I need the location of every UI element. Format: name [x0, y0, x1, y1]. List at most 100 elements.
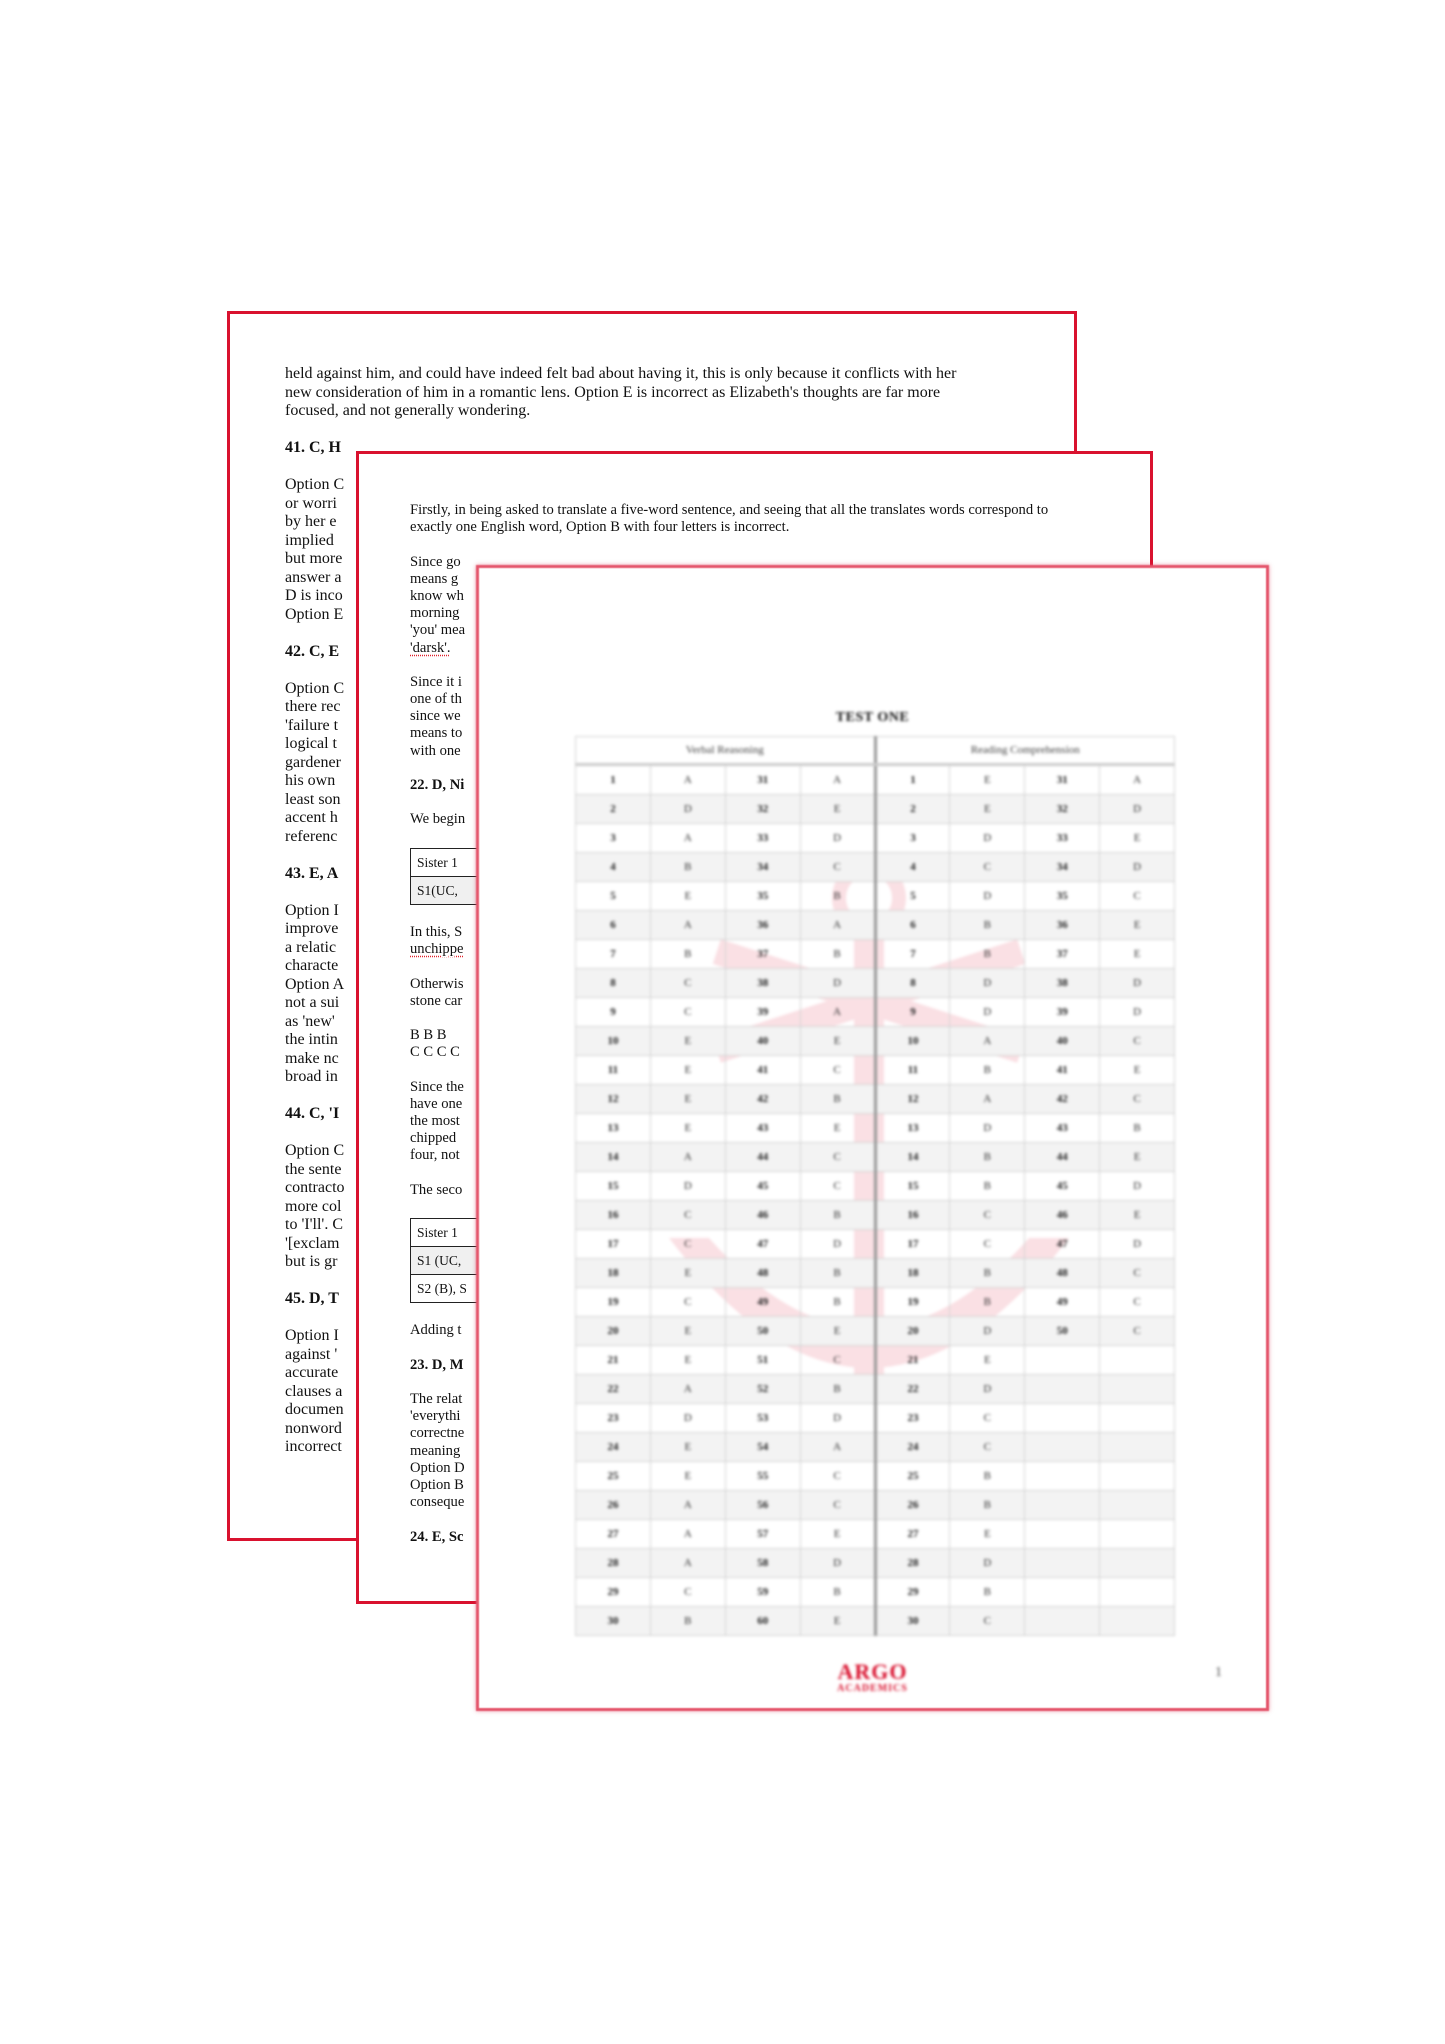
question-heading: 44. C, 'I	[285, 1105, 340, 1122]
question-number: 31	[724, 764, 801, 795]
answer-letter: D	[949, 1316, 1026, 1346]
question-number: 33	[1024, 823, 1101, 853]
question-number: 25	[873, 1461, 951, 1491]
text-line: means to	[410, 725, 463, 742]
answer-letter: E	[649, 1345, 726, 1375]
paragraph: Since it i one of th since we means to with …	[410, 674, 1130, 760]
question-number	[1024, 1432, 1101, 1462]
answer-letter: D	[799, 823, 876, 853]
answer-letter: C	[949, 1229, 1026, 1259]
question-number	[1024, 1519, 1101, 1549]
answer-letter: E	[649, 1461, 726, 1491]
question-number: 28	[873, 1548, 951, 1578]
question-number	[1024, 1345, 1101, 1375]
question-number: 15	[873, 1171, 951, 1201]
answer-letter: E	[649, 1258, 726, 1288]
answer-row: 19 C 49 B 19 B 49 C	[575, 1287, 1175, 1317]
question-number: 51	[724, 1345, 801, 1375]
answer-letter	[1099, 1403, 1175, 1433]
question-number: 7	[873, 939, 951, 969]
question-number: 16	[873, 1200, 951, 1230]
answer-letter: A	[649, 910, 726, 940]
question-number: 39	[1024, 997, 1101, 1027]
text-line: The relat	[410, 1391, 463, 1408]
text-line: not a sui	[285, 994, 340, 1011]
answer-row: 27 A 57 E 27 E	[575, 1519, 1175, 1549]
page-number: 1	[1215, 1665, 1222, 1680]
text-line: Adding t	[410, 1322, 462, 1339]
text-line: characte	[285, 957, 339, 974]
question-number: 35	[1024, 881, 1101, 911]
question-heading: 42. C, E	[285, 642, 340, 660]
paragraph: held against him, and could have indeed …	[285, 365, 1045, 421]
text-line: but is gr	[285, 1253, 338, 1270]
answer-letter: B	[799, 1374, 876, 1404]
section-header-reading: Reading Comprehension	[873, 736, 1175, 766]
question-number: 20	[873, 1316, 951, 1346]
question-number: 12	[575, 1084, 651, 1114]
text-line: chipped	[410, 1130, 457, 1147]
text-line: C C C C	[410, 1044, 460, 1061]
question-number	[1024, 1461, 1101, 1491]
question-number: 41	[724, 1055, 801, 1085]
question-number: 12	[873, 1084, 951, 1114]
question-number: 46	[724, 1200, 801, 1230]
question-number: 49	[1024, 1287, 1101, 1317]
answer-row: 24 E 54 A 24 C	[575, 1432, 1175, 1462]
text-line: the most	[410, 1113, 460, 1129]
text-line: since we	[410, 708, 461, 725]
question-number: 48	[724, 1258, 801, 1288]
question-heading: 23. D, M	[410, 1356, 464, 1373]
text-line: Firstly, in being asked to translate a f…	[410, 502, 1049, 518]
answer-letter: E	[949, 794, 1026, 824]
answer-letter	[1099, 1577, 1175, 1607]
question-number: 58	[724, 1548, 801, 1578]
question-number	[1024, 1403, 1101, 1433]
question-number: 6	[873, 910, 951, 940]
question-number: 16	[575, 1200, 651, 1230]
text-line: documen	[285, 1401, 344, 1418]
answer-letter: E	[799, 1316, 876, 1346]
text-line: the sente	[285, 1160, 342, 1178]
answer-letter: C	[649, 1200, 726, 1230]
text-line: referenc	[285, 827, 338, 845]
question-number: 17	[575, 1229, 651, 1259]
answer-letter: D	[649, 1403, 726, 1433]
answer-letter: D	[949, 1113, 1026, 1143]
text-line: Option I	[285, 901, 339, 919]
paragraph-spacer	[410, 536, 1130, 553]
question-number: 19	[873, 1287, 951, 1317]
question-number: 49	[724, 1287, 801, 1317]
text-line: to 'I'll'. C	[285, 1216, 343, 1233]
answer-letter: E	[1099, 1200, 1175, 1230]
misspelled-text-line: unchippe	[410, 941, 464, 958]
question-number: 1	[575, 764, 651, 795]
answer-letter: D	[799, 1229, 876, 1259]
answer-row: 20 E 50 E 20 D 50 C	[575, 1316, 1175, 1346]
text-line: '[exclam	[285, 1234, 340, 1252]
question-number: 45	[1024, 1171, 1101, 1201]
text-line: accurate	[285, 1364, 339, 1381]
question-number: 60	[724, 1606, 801, 1636]
question-number: 47	[724, 1229, 801, 1259]
text-line: meaning	[410, 1442, 461, 1459]
answer-letter: B	[649, 852, 726, 882]
answer-letter: A	[649, 823, 726, 853]
answer-row: 16 C 46 B 16 C 46 E	[575, 1200, 1175, 1230]
answer-key-page-front[interactable]: TEST ONE Verbal Reasoning Reading Compre…	[476, 565, 1269, 1711]
question-number: 34	[1024, 852, 1101, 882]
question-number: 5	[575, 881, 651, 911]
answer-letter: A	[799, 997, 876, 1027]
answer-letter: D	[949, 881, 1026, 911]
question-number: 38	[724, 968, 801, 998]
question-number: 27	[575, 1519, 651, 1549]
text-line: Option E	[285, 605, 344, 623]
answer-row: 15 D 45 C 15 B 45 D	[575, 1171, 1175, 1201]
text-line: nonword	[285, 1419, 342, 1437]
text-line: Option D	[410, 1459, 465, 1476]
text-line: a relatic	[285, 938, 337, 956]
answer-letter: C	[949, 852, 1026, 882]
question-number: 50	[724, 1316, 801, 1346]
